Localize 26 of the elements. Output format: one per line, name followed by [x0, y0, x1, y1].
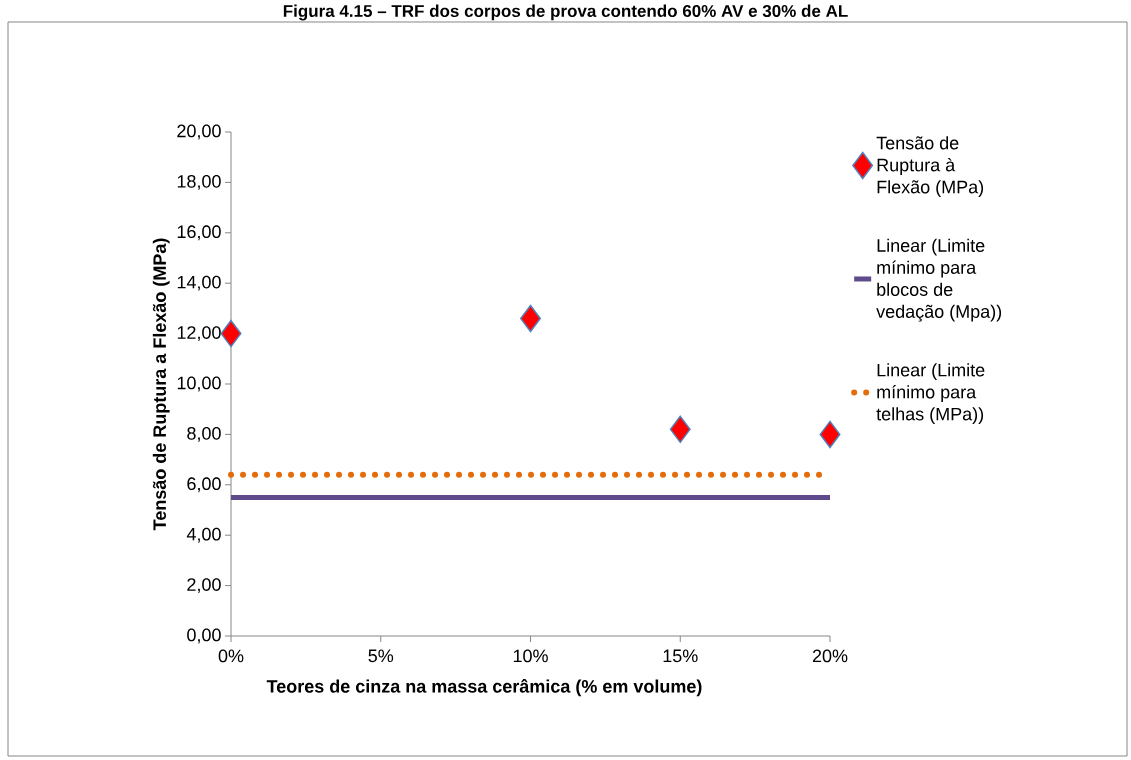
- y-tick-label: 0,00: [187, 628, 221, 644]
- y-tick-label: 4,00: [186, 527, 221, 543]
- legend-label: Tensão de Ruptura à Flexão (MPa): [876, 136, 984, 197]
- point: [819, 420, 841, 449]
- x-tick-label: 15%: [663, 649, 698, 663]
- x-tick-label: 20%: [812, 649, 848, 663]
- y-tick-label: 8,00: [187, 426, 221, 442]
- x-tick-label: 10%: [513, 649, 548, 663]
- x-axis-title: Teores de cinza na massa cerâmica (% em volume): [266, 679, 702, 697]
- x-tick-label: 0%: [218, 649, 244, 663]
- chart-title: Figura 4.15 – TRF dos corpos de prova contendo 60% AV e 30% de AL: [283, 4, 848, 21]
- y-tick-label: 18,00: [177, 174, 221, 190]
- point: [220, 319, 242, 348]
- y-tick-label: 6,00: [187, 477, 221, 493]
- x-tick-label: 5%: [368, 649, 394, 663]
- point: [669, 415, 691, 444]
- legend-label: Linear (Limite mínimo para blocos de vedação (Mpa)): [876, 238, 1002, 322]
- y-tick-label: 10,00: [177, 376, 221, 392]
- y-tick-label: 20,00: [177, 124, 221, 140]
- point: [520, 304, 541, 333]
- legend-label: Linear (Limite mínimo para telhas (MPa)): [876, 363, 985, 424]
- y-tick-label: 14,00: [177, 275, 221, 291]
- y-tick-label: 16,00: [177, 225, 221, 241]
- y-tick-label: 12,00: [177, 326, 221, 342]
- y-tick-label: 2,00: [187, 578, 221, 594]
- y-axis-title: Tensão de Ruptura a Flexão (MPa): [152, 238, 170, 531]
